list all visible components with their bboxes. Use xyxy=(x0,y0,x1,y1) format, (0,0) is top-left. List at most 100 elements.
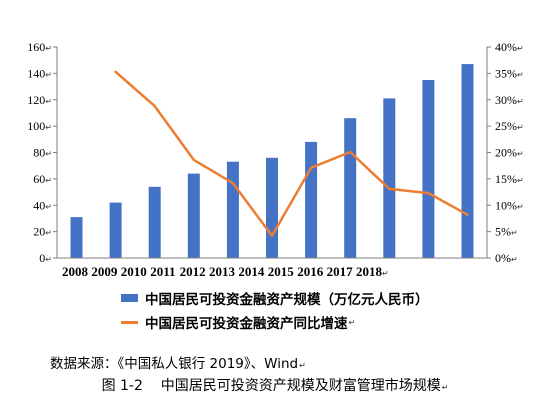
paragraph-mark: ↵ xyxy=(45,150,52,159)
legend-swatch-line xyxy=(121,320,138,324)
paragraph-mark: ↵ xyxy=(45,176,52,185)
x-axis-tick-label: 2016 xyxy=(297,264,324,279)
right-axis-tick-label: 20%↵ xyxy=(495,146,524,160)
growth-rate-line xyxy=(114,70,469,238)
bar-2012 xyxy=(226,161,239,258)
bar-2014 xyxy=(305,141,318,258)
legend-item-growth-rate: 中国居民可投资金融资产同比增速 ↵ xyxy=(121,313,356,332)
paragraph-mark: ↵ xyxy=(517,70,524,79)
left-axis-tick-label: 60↵ xyxy=(33,172,52,186)
legend-item-asset-scale: 中国居民可投资金融资产规模（万亿元人民币） xyxy=(121,289,429,308)
paragraph-mark: ↵ xyxy=(45,202,52,211)
data-source-note: 数据来源：《中国私人银行 2019》、Wind↵ xyxy=(50,352,306,372)
x-axis-tick-label: 2014 xyxy=(238,264,265,279)
left-axis-tick-label: 100↵ xyxy=(27,119,52,133)
right-axis-tick-label: 0%↵ xyxy=(495,251,518,265)
left-tick-value: 0 xyxy=(39,251,45,265)
right-axis-tick-label: 15%↵ xyxy=(495,172,524,186)
x-axis-tick-label: 2008 xyxy=(62,264,89,279)
paragraph-mark: ↵ xyxy=(517,44,524,53)
paragraph-mark: ↵ xyxy=(45,255,52,264)
paragraph-mark: ↵ xyxy=(382,269,389,278)
x-tick-value: 2008 xyxy=(62,264,89,279)
right-tick-value: 25% xyxy=(495,119,517,133)
x-tick-value: 2012 xyxy=(180,264,206,279)
paragraph-mark: ↵ xyxy=(348,317,356,327)
left-axis-tick-label: 140↵ xyxy=(27,66,52,80)
left-tick-value: 140 xyxy=(27,66,45,80)
x-axis-tick-label: 2018↵ xyxy=(356,264,389,279)
paragraph-mark: ↵ xyxy=(45,123,52,132)
x-axis-tick-label: 2013 xyxy=(209,264,236,279)
right-axis-tick-label: 25%↵ xyxy=(495,119,524,133)
x-tick-value: 2013 xyxy=(209,264,236,279)
paragraph-mark: ↵ xyxy=(299,361,306,370)
combo-chart: 0↵20↵40↵60↵80↵100↵120↵140↵160↵0%↵5%↵10%↵… xyxy=(27,40,524,279)
legend-swatch-bar xyxy=(121,294,138,302)
right-tick-value: 5% xyxy=(495,225,511,239)
bar-2018 xyxy=(461,64,474,258)
bar-2010 xyxy=(148,186,161,258)
bar-2011 xyxy=(187,173,200,258)
right-axis-tick-label: 30%↵ xyxy=(495,93,524,107)
left-axis-tick-label: 0↵ xyxy=(39,251,52,265)
figure-caption-text: 图 1-2 中国居民可投资资产规模及财富管理市场规模 xyxy=(101,378,441,394)
paragraph-mark: ↵ xyxy=(511,255,518,264)
right-axis-tick-label: 5%↵ xyxy=(495,225,518,239)
left-tick-value: 120 xyxy=(27,93,45,107)
left-tick-value: 40 xyxy=(33,198,45,212)
right-tick-value: 10% xyxy=(495,198,517,212)
paragraph-mark: ↵ xyxy=(517,202,524,211)
x-axis-tick-label: 2015 xyxy=(268,264,295,279)
right-tick-value: 40% xyxy=(495,40,517,54)
x-tick-value: 2018 xyxy=(356,264,383,279)
paragraph-mark: ↵ xyxy=(45,44,52,53)
paragraph-mark: ↵ xyxy=(45,70,52,79)
bar-2017 xyxy=(422,80,435,258)
data-source-text: 数据来源：《中国私人银行 2019》、Wind xyxy=(50,356,299,372)
paragraph-mark: ↵ xyxy=(517,97,524,106)
bar-2009 xyxy=(109,202,122,258)
right-axis-tick-label: 35%↵ xyxy=(495,66,524,80)
left-tick-value: 20 xyxy=(33,225,45,239)
paragraph-mark: ↵ xyxy=(517,123,524,132)
right-axis-tick-label: 40%↵ xyxy=(495,40,524,54)
x-tick-value: 2014 xyxy=(238,264,265,279)
paragraph-mark: ↵ xyxy=(517,176,524,185)
x-tick-value: 2009 xyxy=(91,264,118,279)
legend-label-asset-scale: 中国居民可投资金融资产规模（万亿元人民币） xyxy=(145,292,429,308)
left-axis-tick-label: 80↵ xyxy=(33,146,52,160)
right-axis-tick-label: 10%↵ xyxy=(495,198,524,212)
left-tick-value: 100 xyxy=(27,119,45,133)
bar-2016 xyxy=(383,98,396,259)
legend-label-growth-rate: 中国居民可投资金融资产同比增速 xyxy=(145,316,348,332)
left-axis-tick-label: 20↵ xyxy=(33,225,52,239)
left-tick-value: 80 xyxy=(33,146,45,160)
left-tick-value: 60 xyxy=(33,172,45,186)
x-axis-tick-label: 2012 xyxy=(180,264,206,279)
x-tick-value: 2011 xyxy=(150,264,175,279)
x-axis-tick-label: 2017 xyxy=(327,264,354,279)
left-axis-tick-label: 40↵ xyxy=(33,198,52,212)
x-axis-tick-label: 2010 xyxy=(121,264,147,279)
figure-caption: 图 1-2 中国居民可投资资产规模及财富管理市场规模↵ xyxy=(0,375,550,395)
right-tick-value: 15% xyxy=(495,172,517,186)
right-tick-value: 20% xyxy=(495,146,517,160)
left-axis-tick-label: 120↵ xyxy=(27,93,52,107)
bar-2015 xyxy=(344,118,357,258)
x-tick-value: 2016 xyxy=(297,264,324,279)
bar-2008 xyxy=(70,217,83,258)
right-tick-value: 30% xyxy=(495,93,517,107)
left-tick-value: 160 xyxy=(27,40,45,54)
right-tick-value: 35% xyxy=(495,66,517,80)
paragraph-mark: ↵ xyxy=(45,229,52,238)
x-axis-tick-label: 2009 xyxy=(91,264,118,279)
paragraph-mark: ↵ xyxy=(45,97,52,106)
paragraph-mark: ↵ xyxy=(517,150,524,159)
paragraph-mark: ↵ xyxy=(441,383,449,392)
x-tick-value: 2015 xyxy=(268,264,295,279)
bar-2013 xyxy=(266,157,278,258)
paragraph-mark: ↵ xyxy=(511,229,518,238)
x-axis-tick-label: 2011 xyxy=(150,264,175,279)
x-tick-value: 2017 xyxy=(327,264,354,279)
